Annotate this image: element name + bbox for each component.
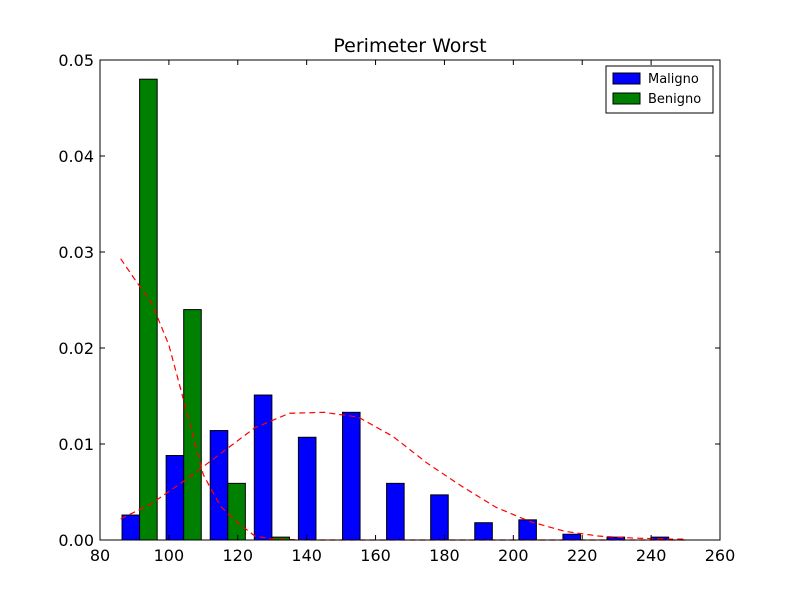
chart-title: Perimeter Worst: [333, 35, 486, 57]
x-tick-label: 80: [90, 546, 110, 565]
x-tick-label: 100: [154, 546, 185, 565]
bars-layer: [121, 78, 670, 541]
bar-maligno-10: [562, 533, 581, 541]
x-tick-label: 160: [360, 546, 391, 565]
y-tick-label: 0.00: [58, 531, 94, 550]
x-tick-label: 200: [498, 546, 529, 565]
bar-maligno-8: [474, 522, 493, 541]
bar-maligno-5: [341, 411, 361, 541]
y-tick-label: 0.03: [58, 243, 94, 262]
bar-maligno-2: [209, 430, 229, 541]
legend: Maligno Benigno: [605, 65, 714, 114]
bar-maligno-0: [121, 514, 141, 541]
bar-maligno-4: [297, 436, 317, 541]
x-tick-label: 240: [636, 546, 667, 565]
legend-swatch-maligno: [612, 72, 641, 85]
x-tick-label: 120: [223, 546, 254, 565]
bar-maligno-1: [165, 455, 185, 541]
legend-label-benigno: Benigno: [648, 92, 701, 107]
y-tick-label: 0.02: [58, 339, 94, 358]
density-curve-0: [120, 411, 686, 540]
x-tick-label: 140: [291, 546, 322, 565]
bar-benigno-1: [183, 309, 202, 541]
bar-maligno-3: [253, 394, 273, 541]
legend-swatch-benigno: [612, 92, 641, 105]
y-tick-label: 0.01: [58, 435, 94, 454]
x-tick-label: 180: [429, 546, 460, 565]
y-tick-label: 0.05: [58, 51, 94, 70]
y-tick-label: 0.04: [58, 147, 94, 166]
bar-maligno-7: [430, 494, 449, 541]
x-tick-label: 260: [705, 546, 736, 565]
axes: 80 100 120 140 160 180 200 220 240 260 0.00 0.01 0.0…: [58, 51, 735, 565]
x-tick-label: 220: [567, 546, 598, 565]
legend-label-maligno: Maligno: [648, 72, 699, 87]
bar-benigno-2: [227, 482, 246, 541]
plot-frame: [99, 59, 721, 541]
bar-maligno-6: [386, 482, 405, 541]
